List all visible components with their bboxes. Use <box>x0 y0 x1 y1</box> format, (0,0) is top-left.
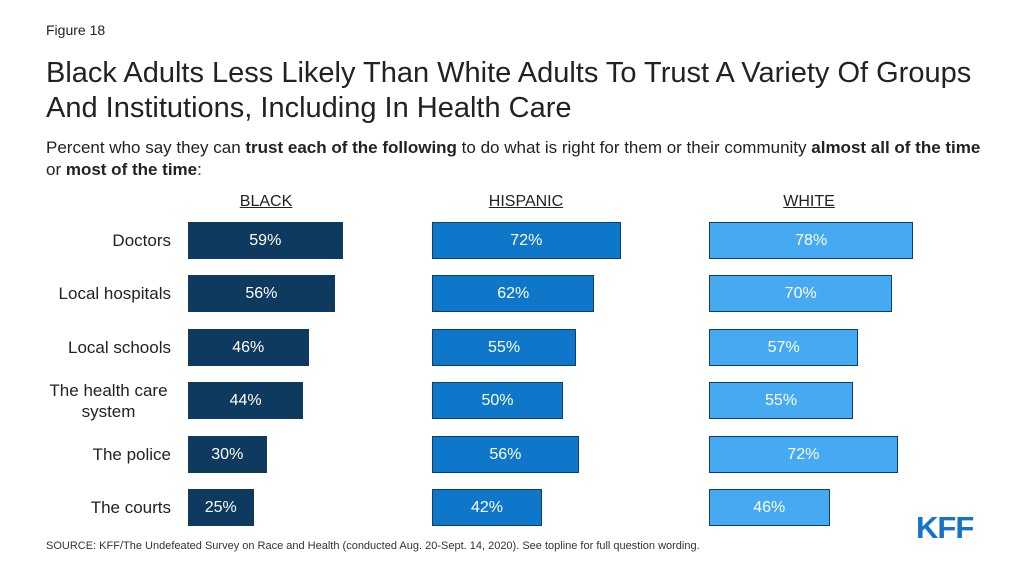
bar-value-label: 55% <box>488 338 521 356</box>
bar-black <box>188 382 304 420</box>
bar-black <box>188 435 267 473</box>
category-label: Local hospitals <box>58 284 171 304</box>
bar-value-label: 55% <box>765 392 798 410</box>
bar-value-label: 57% <box>767 338 800 356</box>
category-label: The courts <box>90 498 171 517</box>
bar-black <box>188 222 343 259</box>
bar-white <box>709 328 859 366</box>
category-label: The health care system <box>49 381 168 422</box>
bar-black <box>188 275 335 313</box>
figure-label: Figure 18 <box>46 22 106 38</box>
bar-value-label: 30% <box>211 445 244 463</box>
bar-hispanic <box>432 275 595 313</box>
subtitle-bold: trust each of the following <box>245 138 457 157</box>
bar-white <box>709 435 898 473</box>
bar-value-label: 46% <box>753 499 786 516</box>
bar-hispanic <box>432 435 579 473</box>
kff-logo: KFF <box>916 510 974 545</box>
subtitle-part: : <box>197 160 202 179</box>
panel-header-white: WHITE <box>783 193 835 210</box>
category-label: Doctors <box>112 231 171 250</box>
bar-hispanic <box>432 222 621 259</box>
panel-header-black: BLACK <box>239 193 293 210</box>
bar-white <box>709 222 914 259</box>
bar-value-label: 78% <box>795 232 828 249</box>
chart-subtitle: Percent who say they can trust each of t… <box>46 137 996 181</box>
category-label: Local schools <box>67 337 171 357</box>
bar-value-label: 56% <box>489 445 522 463</box>
subtitle-bold: most of the time <box>65 160 198 179</box>
bar-hispanic <box>432 328 577 366</box>
bar-value-label: 62% <box>497 285 530 303</box>
source-note: SOURCE: KFF/The Undefeated Survey on Rac… <box>46 540 700 552</box>
bar-value-label: 56% <box>245 285 278 303</box>
bar-white <box>709 275 893 313</box>
bar-value-label: 70% <box>784 285 817 303</box>
bar-hispanic <box>432 489 543 526</box>
bar-hispanic <box>432 382 563 420</box>
bar-value-label: 72% <box>787 445 820 463</box>
bar-value-label: 46% <box>232 338 265 356</box>
panel-header-hispanic: HISPANIC <box>488 193 564 210</box>
bar-black <box>188 328 309 366</box>
subtitle-bold: almost all of the time <box>811 138 981 157</box>
bar-value-label: 25% <box>204 499 237 516</box>
bar-white <box>709 382 854 420</box>
subtitle-part: to do what is right for them or their co… <box>456 138 812 157</box>
bar-value-label: 59% <box>249 232 282 249</box>
bar-value-label: 42% <box>471 499 504 516</box>
subtitle-part: Percent who say they can <box>46 138 246 157</box>
bar-white <box>709 489 830 526</box>
bar-value-label: 72% <box>510 232 543 249</box>
chart-title: Black Adults Less Likely Than White Adul… <box>46 57 972 124</box>
category-label: The police <box>92 444 171 464</box>
bar-value-label: 50% <box>481 392 514 410</box>
bar-value-label: 44% <box>229 392 262 410</box>
subtitle-part: or <box>46 160 66 179</box>
bar-black <box>188 489 254 526</box>
